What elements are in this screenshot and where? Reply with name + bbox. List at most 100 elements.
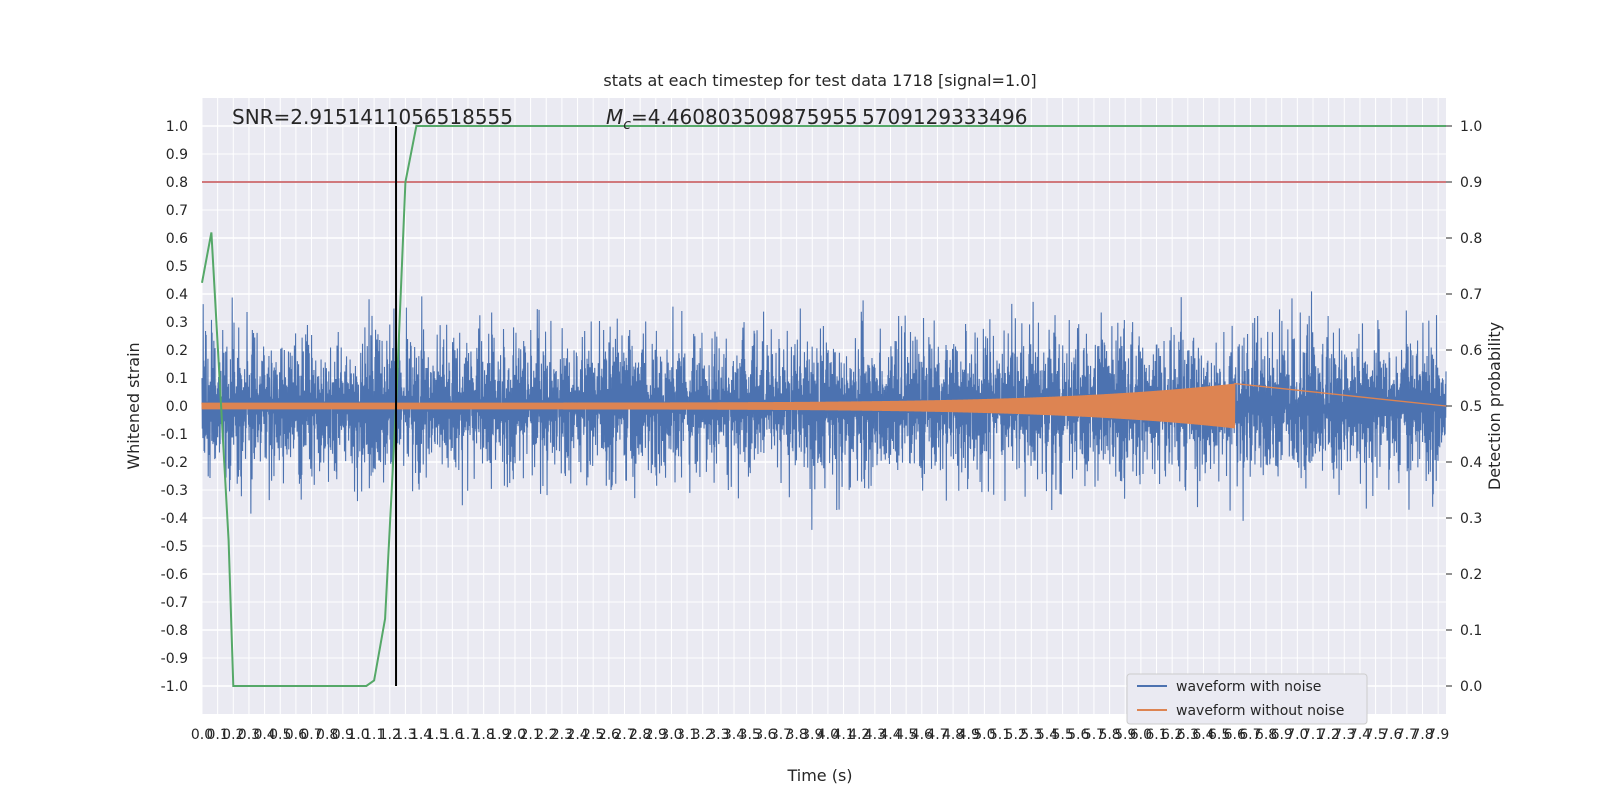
data-layer <box>201 125 1447 687</box>
x-tick-label: 1.5 <box>426 727 448 743</box>
x-tick-label: 0.6 <box>285 727 307 743</box>
x-tick-label: 3.0 <box>660 727 682 743</box>
x-tick-label: 7.1 <box>1302 727 1324 743</box>
x-tick-label: 4.2 <box>848 727 870 743</box>
x-tick-label: 2.4 <box>566 727 588 743</box>
x-tick-label: 1.3 <box>394 727 416 743</box>
y2-tick-label: 0.8 <box>1460 231 1482 247</box>
x-tick-label: 2.0 <box>504 727 526 743</box>
y2-tick-label: 0.9 <box>1460 175 1482 191</box>
x-tick-label: 7.6 <box>1380 727 1402 743</box>
y2-tick-label: 0.6 <box>1460 343 1482 359</box>
legend-frame <box>1126 673 1368 725</box>
x-tick-label: 2.2 <box>535 727 557 743</box>
x-tick-label: 2.1 <box>519 727 541 743</box>
series-waveform-without-noise <box>201 382 1447 429</box>
x-tick-label: 4.5 <box>895 727 917 743</box>
x-tick-label: 3.9 <box>801 727 823 743</box>
y-tick-label: -0.6 <box>161 567 188 583</box>
x-tick-label: 4.9 <box>958 727 980 743</box>
y2-tick-label: 0.1 <box>1460 623 1482 639</box>
y2-axis-label: Detection probability <box>1485 322 1504 490</box>
x-tick-label: 2.3 <box>551 727 573 743</box>
x-tick-label: 1.1 <box>363 727 385 743</box>
x-axis-label: Time (s) <box>786 766 852 785</box>
series-waveform-with-noise <box>201 291 1447 530</box>
x-tick-label: 4.0 <box>817 727 839 743</box>
x-tick-label: 0.8 <box>316 727 338 743</box>
x-tick-label: 7.8 <box>1411 727 1433 743</box>
y-tick-label: -1.0 <box>161 679 188 695</box>
y-tick-label: -0.4 <box>161 511 188 527</box>
x-tick-label: 0.3 <box>238 727 260 743</box>
x-tick-label: 3.2 <box>692 727 714 743</box>
series-detection-probability <box>201 125 1446 687</box>
chirp-mass-value: =4.460803509875955 <box>631 105 858 129</box>
chirp-mass-subscript: c <box>623 117 631 133</box>
x-tick-label: 1.7 <box>457 727 479 743</box>
y2-tick-label: 0.4 <box>1460 455 1482 471</box>
chirp-mass-symbol: M <box>606 105 623 129</box>
y-tick-label: -0.7 <box>161 595 188 611</box>
x-tick-label: 2.8 <box>629 727 651 743</box>
x-tick-label: 0.9 <box>332 727 354 743</box>
y-tick-label: 1.0 <box>166 119 188 135</box>
y-tick-label: 0.7 <box>166 203 188 219</box>
x-tick-label: 7.0 <box>1286 727 1308 743</box>
x-tick-label: 0.5 <box>269 727 291 743</box>
legend: waveform with noise waveform without noi… <box>1126 673 1368 725</box>
x-tick-label: 4.3 <box>864 727 886 743</box>
x-tick-label: 5.7 <box>1083 727 1105 743</box>
x-tick-label: 6.9 <box>1271 727 1293 743</box>
y2-tick-label: 0.2 <box>1460 567 1482 583</box>
x-tick-label: 5.0 <box>973 727 995 743</box>
x-tick-label: 5.6 <box>1067 727 1089 743</box>
x-tick-label: 6.7 <box>1239 727 1261 743</box>
y2-tick-label: 0.0 <box>1460 679 1482 695</box>
x-tick-label: 7.4 <box>1349 727 1371 743</box>
chart-title: stats at each timestep for test data 171… <box>603 71 1036 90</box>
y2-tick-label: 0.7 <box>1460 287 1482 303</box>
x-tick-label: 2.5 <box>582 727 604 743</box>
x-tick-label: 4.8 <box>942 727 964 743</box>
x-tick-label: 6.3 <box>1177 727 1199 743</box>
x-tick-label: 2.6 <box>598 727 620 743</box>
x-tick-label: 1.8 <box>473 727 495 743</box>
y2-tick-label: 0.3 <box>1460 511 1482 527</box>
x-tick-label: 7.9 <box>1427 727 1449 743</box>
x-tick-label: 4.7 <box>926 727 948 743</box>
y-tick-label: -0.1 <box>161 427 188 443</box>
x-tick-label: 0.2 <box>222 727 244 743</box>
x-tick-label: 1.2 <box>379 727 401 743</box>
x-tick-label: 3.1 <box>676 727 698 743</box>
chirp-mass-annotation: Mc=4.460803509875955 <box>606 105 858 133</box>
x-tick-label: 1.4 <box>410 727 432 743</box>
y-tick-label: 0.2 <box>166 343 188 359</box>
snr-annotation: SNR=2.9151411056518555 <box>232 105 513 129</box>
x-tick-label: 4.1 <box>832 727 854 743</box>
x-tick-label: 6.1 <box>1145 727 1167 743</box>
y-tick-label: -0.3 <box>161 483 188 499</box>
x-tick-label: 2.9 <box>645 727 667 743</box>
x-tick-label: 5.3 <box>1020 727 1042 743</box>
x-tick-label: 7.2 <box>1318 727 1340 743</box>
x-tick-label: 6.4 <box>1192 727 1214 743</box>
tick-labels: 0.00.10.20.30.40.50.60.70.80.91.01.11.21… <box>161 119 1483 743</box>
x-tick-label: 3.8 <box>785 727 807 743</box>
y-tick-label: 0.4 <box>166 287 188 303</box>
x-tick-label: 3.5 <box>739 727 761 743</box>
x-tick-label: 3.4 <box>723 727 745 743</box>
x-tick-label: 5.8 <box>1098 727 1120 743</box>
x-tick-label: 5.4 <box>1036 727 1058 743</box>
y-tick-label: -0.8 <box>161 623 188 639</box>
x-tick-label: 6.0 <box>1130 727 1152 743</box>
x-tick-label: 0.1 <box>207 727 229 743</box>
x-tick-label: 0.7 <box>300 727 322 743</box>
y-tick-label: -0.9 <box>161 651 188 667</box>
x-tick-label: 5.2 <box>1005 727 1027 743</box>
y2-tick-label: 0.5 <box>1460 399 1482 415</box>
x-tick-label: 7.7 <box>1396 727 1418 743</box>
x-tick-label: 4.6 <box>911 727 933 743</box>
x-tick-label: 6.5 <box>1208 727 1230 743</box>
